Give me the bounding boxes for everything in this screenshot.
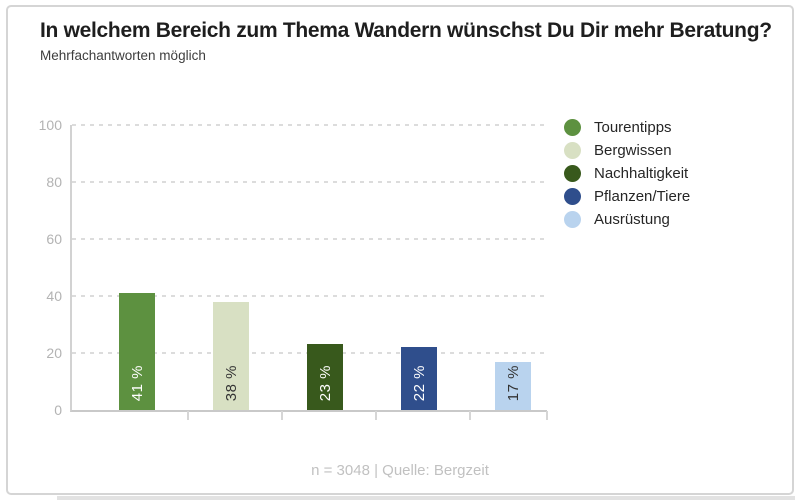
bar-value-label: 22 % [410,364,428,401]
chart-subtitle: Mehrfachantworten möglich [40,48,206,63]
legend-item-nachhaltigkeit: Nachhaltigkeit [564,165,690,182]
bar-value-label-wrap: 17 % [495,365,531,401]
legend-item-ausr-stung: Ausrüstung [564,211,690,228]
bar-bergwissen: 38 % [213,301,249,410]
legend-swatch-icon [564,211,581,228]
bar-value-label: 23 % [316,364,334,401]
bar-pflanzen-tiere: 22 % [401,347,437,410]
chart-title: In welchem Bereich zum Thema Wandern wün… [40,19,772,42]
gridline-60 [72,238,547,240]
bar-value-label: 38 % [222,364,240,401]
gridline-100 [72,124,547,126]
bar-tourentipps: 41 % [119,293,155,410]
legend-item-tourentipps: Tourentipps [564,119,690,136]
legend-swatch-icon [564,165,581,182]
legend-label: Tourentipps [594,119,672,136]
x-axis-tick [281,411,283,420]
y-tick-label-40: 40 [46,288,62,304]
bar-value-label-wrap: 41 % [119,365,155,401]
gridline-40 [72,295,547,297]
bar-nachhaltigkeit: 23 % [307,344,343,410]
legend-swatch-icon [564,142,581,159]
legend-item-bergwissen: Bergwissen [564,142,690,159]
plot-area: 41 % 38 % 23 % 22 % 17 % [70,124,548,420]
y-tick-label-20: 20 [46,345,62,361]
x-axis-tick [546,411,548,420]
bar-value-label-wrap: 38 % [213,365,249,401]
legend-label: Bergwissen [594,142,672,159]
y-tick-label-60: 60 [46,231,62,247]
legend-swatch-icon [564,188,581,205]
y-tick-label-100: 100 [38,117,62,133]
bar-value-label-wrap: 23 % [307,365,343,401]
x-axis-tick [187,411,189,420]
legend-swatch-icon [564,119,581,136]
y-tick-label-0: 0 [54,402,62,418]
legend-label: Pflanzen/Tiere [594,188,691,205]
bar-value-label-wrap: 22 % [401,365,437,401]
source-note: n = 3048 | Quelle: Bergzeit [311,462,489,479]
horizontal-scrollbar[interactable] [57,496,795,500]
legend-item-pflanzen-tiere: Pflanzen/Tiere [564,188,690,205]
y-tick-label-80: 80 [46,174,62,190]
x-axis-tick [469,411,471,420]
bar-value-label: 41 % [128,364,146,401]
chart-legend: Tourentipps Bergwissen Nachhaltigkeit Pflan… [564,119,690,234]
gridline-80 [72,181,547,183]
x-axis-tick [375,411,377,420]
legend-label: Nachhaltigkeit [594,165,689,182]
bar-ausr-stung: 17 % [495,361,531,410]
legend-label: Ausrüstung [594,211,670,228]
bar-value-label: 17 % [504,364,522,401]
